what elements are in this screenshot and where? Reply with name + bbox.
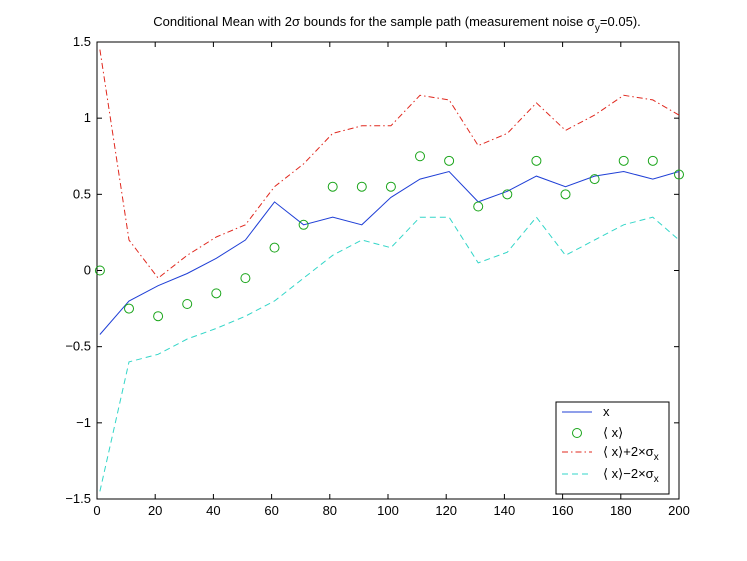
legend-label-lower: ⟨ x⟩−2×σx — [603, 466, 659, 485]
legend-entry-lower: ⟨ x⟩−2×σx — [562, 466, 659, 485]
legend: x ⟨ x⟩ ⟨ x⟩+2×σx ⟨ x⟩−2×σx — [555, 401, 670, 495]
x-tick-label: 40 — [206, 503, 220, 518]
point-mean — [531, 155, 542, 166]
series-line-upper — [99, 49, 680, 279]
point-mean — [502, 189, 513, 200]
legend-entry-mean: ⟨ x⟩ — [572, 425, 623, 440]
point-mean — [473, 201, 484, 212]
legend-entry-x: x — [562, 404, 610, 419]
point-mean — [589, 174, 600, 185]
x-tick-label: 140 — [494, 503, 516, 518]
point-mean — [298, 219, 309, 230]
chart-title: Conditional Mean with 2σ bounds for the … — [153, 14, 641, 34]
point-mean — [124, 303, 135, 314]
legend-entry-upper: ⟨ x⟩+2×σx — [562, 444, 659, 463]
point-mean — [356, 181, 367, 192]
point-mean — [674, 169, 684, 180]
point-mean — [240, 273, 251, 284]
point-mean — [618, 155, 629, 166]
y-tick-label: −1 — [76, 415, 91, 430]
point-mean — [647, 155, 658, 166]
y-tick-label: 1 — [84, 110, 91, 125]
legend-swatch-mean — [572, 428, 582, 438]
y-tick-label: −0.5 — [65, 339, 91, 354]
x-tick-label: 180 — [610, 503, 632, 518]
legend-label-upper: ⟨ x⟩+2×σx — [603, 444, 659, 463]
x-tick-label: 100 — [377, 503, 399, 518]
x-tick-label: 120 — [435, 503, 457, 518]
legend-box — [555, 401, 670, 495]
axis-ticks — [96, 41, 680, 500]
legend-label-mean: ⟨ x⟩ — [603, 425, 623, 440]
x-tick-label: 160 — [552, 503, 574, 518]
y-tick-label: 0 — [84, 263, 91, 278]
point-mean — [211, 288, 222, 299]
series-layer — [94, 49, 684, 492]
y-tick-label: 1.5 — [73, 34, 91, 49]
point-mean — [94, 265, 105, 276]
axis-tick-labels: 0 20 40 60 80 100 120 140 160 180 200 −1.5 −1 −0.5 0 0.… — [65, 34, 690, 518]
point-mean — [182, 299, 193, 310]
x-tick-label: 60 — [264, 503, 278, 518]
x-tick-label: 0 — [93, 503, 100, 518]
point-mean — [269, 242, 280, 253]
point-mean — [327, 181, 338, 192]
point-mean — [415, 151, 426, 162]
series-line-x — [99, 170, 680, 335]
point-mean — [385, 181, 396, 192]
x-tick-label: 80 — [323, 503, 337, 518]
point-mean — [153, 311, 164, 322]
x-tick-label: 20 — [148, 503, 162, 518]
y-tick-label: −1.5 — [65, 491, 91, 506]
x-tick-label: 200 — [668, 503, 690, 518]
legend-label-x: x — [603, 404, 610, 419]
point-mean — [560, 189, 571, 200]
y-tick-label: 0.5 — [73, 186, 91, 201]
point-mean — [444, 155, 455, 166]
